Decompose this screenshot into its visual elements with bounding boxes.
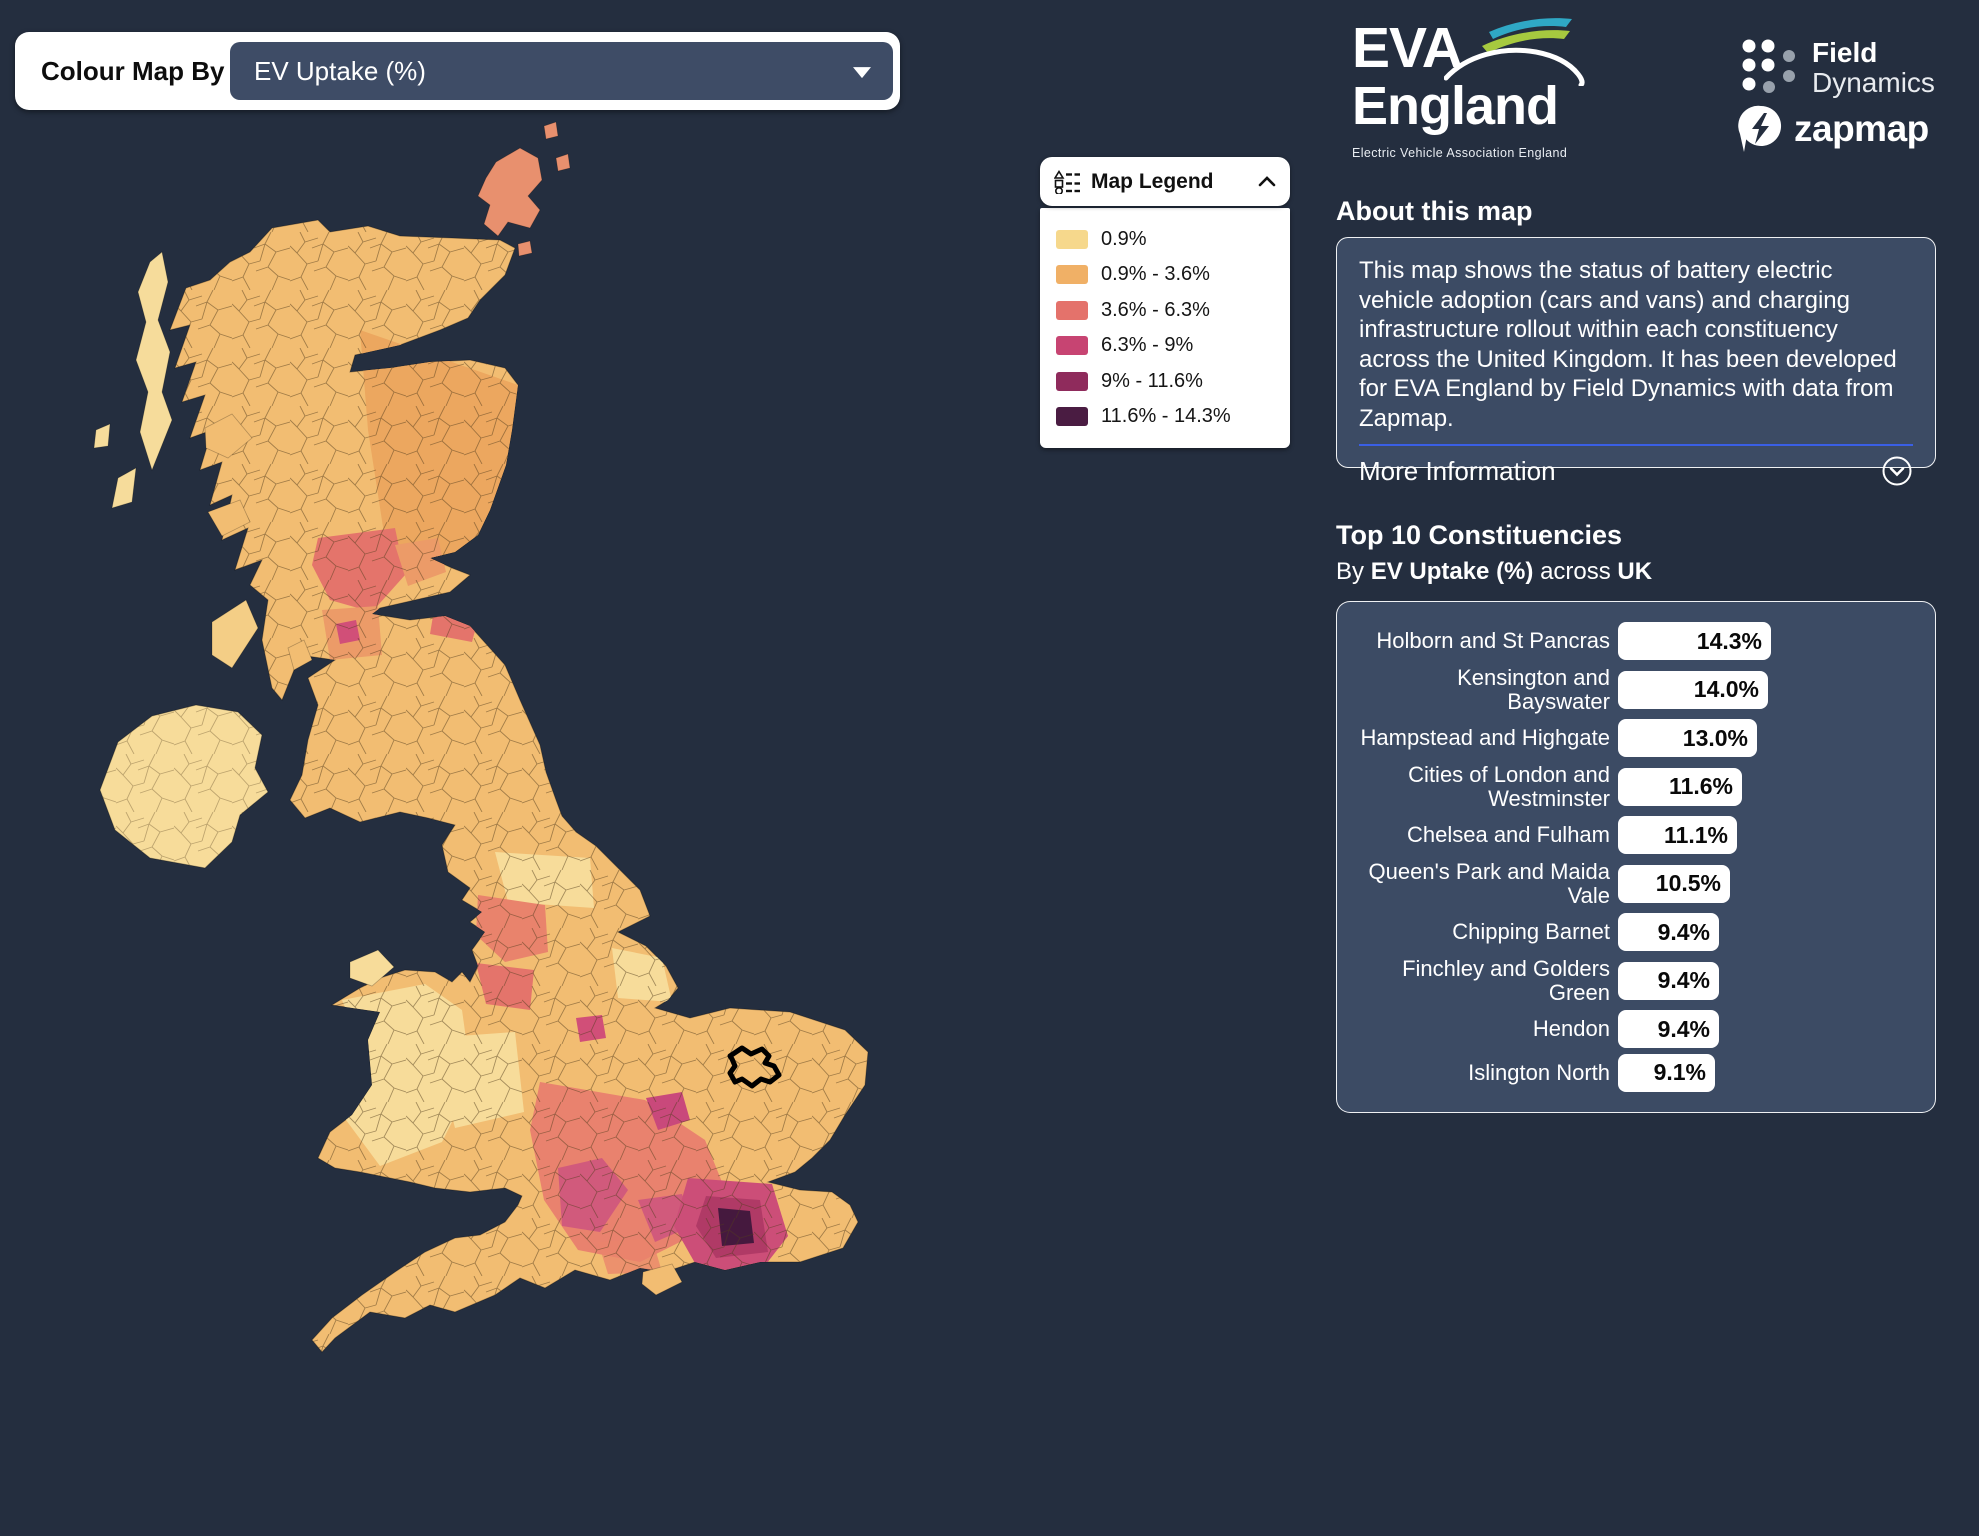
top10-row[interactable]: Islington North 9.1% xyxy=(1359,1053,1935,1092)
constituency-value-pill: 9.1% xyxy=(1618,1053,1715,1092)
top10-row[interactable]: Queen's Park and Maida Vale 10.5% xyxy=(1359,858,1935,908)
map-legend-body: 0.9% 0.9% - 3.6% 3.6% - 6.3% 6.3% - 9% 9… xyxy=(1040,208,1290,448)
legend-label: 3.6% - 6.3% xyxy=(1101,298,1210,321)
selected-constituency-outline[interactable] xyxy=(727,1045,782,1089)
constituency-value-pill: 11.6% xyxy=(1618,767,1742,806)
top10-row[interactable]: Hampstead and Highgate 13.0% xyxy=(1359,719,1935,758)
zapmap-logo: zapmap xyxy=(1738,104,1929,154)
welsh-english-islands xyxy=(349,949,683,1296)
orkney-islands xyxy=(477,121,571,257)
legend-label: 9% - 11.6% xyxy=(1101,369,1203,392)
constituency-name: Chipping Barnet xyxy=(1452,919,1610,945)
about-panel: This map shows the status of battery ele… xyxy=(1336,237,1936,486)
constituency-name: Cities of London and Westminster xyxy=(1408,761,1610,811)
about-divider xyxy=(1359,444,1913,446)
legend-label: 6.3% - 9% xyxy=(1101,334,1194,357)
legend-label: 11.6% - 14.3% xyxy=(1101,404,1231,427)
field-dynamics-logo: Field Dynamics xyxy=(1740,36,1935,100)
constituency-name: Chelsea and Fulham xyxy=(1406,822,1610,848)
chevron-down-icon xyxy=(853,67,871,79)
northern-ireland-landmass[interactable] xyxy=(99,704,269,869)
colour-map-by-bar: Colour Map By EV Uptake (%) xyxy=(15,32,900,110)
top10-row[interactable]: Cities of London and Westminster 11.6% xyxy=(1359,761,1935,811)
zapmap-bolt-icon xyxy=(1738,104,1784,154)
map-legend-header[interactable]: Map Legend xyxy=(1040,157,1290,206)
about-heading: About this map xyxy=(1336,196,1533,226)
top10-row[interactable]: Kensington and Bayswater 14.0% xyxy=(1359,664,1935,714)
legend-item: 3.6% - 6.3% xyxy=(1056,299,1274,322)
constituency-name: Islington North xyxy=(1468,1059,1610,1085)
constituency-value-pill: 14.3% xyxy=(1618,622,1771,660)
legend-swatch xyxy=(1056,371,1088,391)
metric-dropdown[interactable]: EV Uptake (%) xyxy=(230,42,893,100)
eva-car-swoosh-icon xyxy=(1444,14,1594,86)
eva-logo-tagline: Electric Vehicle Association England xyxy=(1352,146,1568,160)
more-information-button[interactable]: More Information xyxy=(1359,455,1913,487)
colour-map-by-label: Colour Map By xyxy=(41,55,225,86)
constituency-value-pill: 10.5% xyxy=(1618,864,1730,903)
legend-label: 0.9% - 3.6% xyxy=(1101,263,1210,286)
constituency-value-pill: 9.4% xyxy=(1618,1010,1719,1049)
top10-panel: Holborn and St Pancras 14.3% Kensington … xyxy=(1336,601,1936,1113)
legend-item: 0.9% - 3.6% xyxy=(1056,263,1274,286)
chevron-up-icon[interactable] xyxy=(1258,176,1276,187)
map-legend-title: Map Legend xyxy=(1091,169,1214,193)
legend-item: 11.6% - 14.3% xyxy=(1056,405,1274,428)
legend-swatch xyxy=(1056,230,1088,249)
legend-item: 9% - 11.6% xyxy=(1056,370,1274,393)
top10-heading: Top 10 Constituencies xyxy=(1336,520,1623,550)
field-dynamics-line2: Dynamics xyxy=(1812,67,1935,98)
top10-row[interactable]: Chelsea and Fulham 11.1% xyxy=(1359,816,1935,855)
constituency-value-pill: 11.1% xyxy=(1618,816,1737,855)
scottish-islands xyxy=(93,251,313,671)
constituency-name: Hampstead and Highgate xyxy=(1360,725,1611,751)
legend-item: 0.9% xyxy=(1056,228,1274,251)
legend-swatch xyxy=(1056,265,1088,285)
top10-row[interactable]: Hendon 9.4% xyxy=(1359,1010,1935,1049)
constituency-name: Kensington and Bayswater xyxy=(1457,664,1610,714)
legend-swatch xyxy=(1056,336,1088,356)
top10-row[interactable]: Holborn and St Pancras 14.3% xyxy=(1359,622,1935,660)
eva-logo-line2: England xyxy=(1352,76,1559,136)
top10-row[interactable]: Chipping Barnet 9.4% xyxy=(1359,913,1935,952)
legend-label: 0.9% xyxy=(1101,228,1147,250)
legend-icon xyxy=(1054,169,1081,194)
more-information-label: More Information xyxy=(1359,455,1556,486)
about-body-text: This map shows the status of battery ele… xyxy=(1359,257,1897,432)
top10-subtitle: By EV Uptake (%) across UK xyxy=(1336,558,1653,585)
top10-row[interactable]: Finchley and Golders Green 9.4% xyxy=(1359,955,1935,1005)
constituency-name: Holborn and St Pancras xyxy=(1376,628,1610,653)
legend-item: 6.3% - 9% xyxy=(1056,334,1274,357)
great-britain-landmass[interactable] xyxy=(169,219,869,1353)
constituency-value-pill: 13.0% xyxy=(1618,719,1757,758)
metric-dropdown-value: EV Uptake (%) xyxy=(254,55,426,86)
field-dynamics-line1: Field xyxy=(1812,37,1878,68)
field-dynamics-dots-icon xyxy=(1740,36,1798,100)
chevron-down-circle-icon xyxy=(1881,455,1913,487)
constituency-name: Finchley and Golders Green xyxy=(1402,955,1610,1005)
constituency-value-pill: 14.0% xyxy=(1618,670,1768,709)
eva-england-logo: EVA England Electric Vehicle Association… xyxy=(1352,16,1592,160)
constituency-name: Queen's Park and Maida Vale xyxy=(1368,858,1610,908)
eva-logo-line1: EVA xyxy=(1352,16,1463,80)
constituency-value-pill: 9.4% xyxy=(1618,961,1719,1000)
zapmap-wordmark: zapmap xyxy=(1794,108,1929,149)
constituency-name: Hendon xyxy=(1532,1016,1610,1042)
constituency-value-pill: 9.4% xyxy=(1618,913,1719,952)
legend-swatch xyxy=(1056,406,1088,426)
legend-swatch xyxy=(1056,300,1088,320)
